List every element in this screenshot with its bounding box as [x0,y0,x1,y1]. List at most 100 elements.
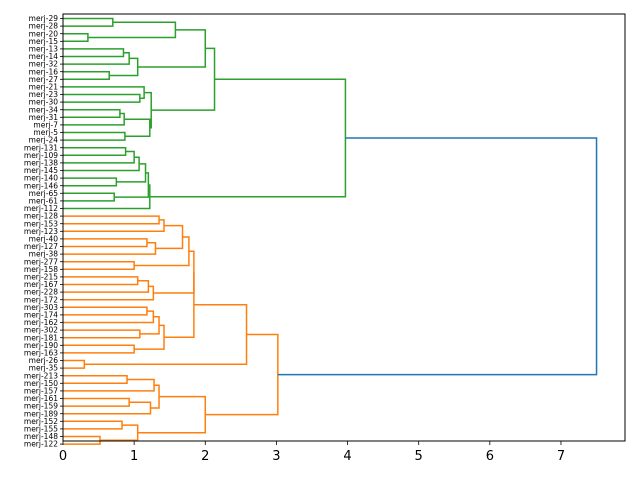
leaf-label: merj-213 [24,371,58,380]
dendrogram-link [134,236,190,267]
leaf-label: merj-24 [29,136,59,145]
dendrogram-link [137,395,207,434]
leaf-label: merj-29 [29,14,59,23]
dendrogram-link [99,424,139,442]
x-tick-label: 7 [557,449,565,464]
leaf-label: merj-35 [29,364,59,373]
leaf-label: merj-127 [24,242,58,251]
dendrogram-link [63,329,141,339]
leaf-label: merj-215 [24,273,58,282]
dendrogram-link [63,285,155,301]
leaf-label: merj-153 [24,219,58,228]
dendrogram-links [63,17,598,445]
dendrogram-link [63,70,110,81]
leaf-label: merj-40 [29,235,59,244]
x-tick-label: 6 [486,449,494,464]
dendrogram-link [63,344,135,354]
leaf-label: merj-228 [24,288,58,297]
dendrogram-link [63,215,160,225]
dendrogram-link [63,156,140,172]
leaf-label: merj-145 [24,166,58,175]
dendrogram-link [63,93,141,103]
leaf-label: merj-16 [29,67,59,76]
leaf-label: merj-148 [24,432,58,441]
leaf-label: merj-157 [24,387,58,396]
dendrogram-link [63,374,128,385]
dendrogram-link [205,333,279,416]
leaf-label: merj-123 [24,227,58,236]
leaf-label: merj-32 [29,60,59,69]
x-tick-label: 1 [130,449,138,464]
leaf-label: merj-303 [24,303,58,312]
leaf-label: merj-163 [24,349,58,358]
dendrogram-link [63,177,118,187]
x-axis-ticks: 0 1 2 3 4 5 6 7 [59,441,565,464]
x-tick-label: 2 [201,449,209,464]
plot-frame [62,13,626,442]
leaf-label: merj-14 [29,52,59,61]
leaf-label: merj-189 [24,409,58,418]
x-tick-label: 5 [415,449,423,464]
leaf-label: merj-27 [29,75,59,84]
leaf-label: merj-122 [24,440,58,449]
x-tick-label: 4 [343,449,351,464]
x-tick-label: 3 [272,449,280,464]
dendrogram-link [63,420,123,430]
leaf-label: merj-109 [24,151,58,160]
leaf-label: merj-61 [29,197,59,206]
dendrogram-link [114,172,150,198]
dendrogram-link [63,401,152,415]
leaf-label: merj-112 [24,204,58,213]
dendrogram-link [109,57,139,77]
dendrogram-link [63,310,155,324]
leaf-label: merj-155 [24,425,58,434]
leaf-label: merj-21 [29,83,59,92]
leaf-label: merj-302 [24,326,58,335]
dendrogram-link [63,51,130,65]
dendrogram-link [63,378,155,392]
leaf-label: merj-172 [24,295,58,304]
leaf-label: merj-31 [29,113,59,122]
leaf-label: merj-38 [29,250,59,259]
dendrogram-link [63,108,121,119]
leaf-label: merj-277 [24,257,58,266]
leaf-label: merj-128 [24,212,58,221]
leaf-label: merj-15 [29,37,59,46]
leaf-label: merj-13 [29,45,59,54]
dendrogram-link [63,150,135,164]
dendrogram-link [63,306,148,316]
dendrogram-link [155,224,184,250]
dendrogram-link [153,250,195,294]
leaf-label: merj-167 [24,280,58,289]
dendrogram-link [63,131,126,141]
leaf-label: merj-158 [24,265,58,274]
dendrogram-link [63,241,157,255]
dendrogram-link [87,21,177,39]
leaf-label: merj-7 [33,121,58,130]
dendrogram-link [63,112,125,126]
dendrogram-link [63,17,114,27]
leaf-label: merj-181 [24,333,58,342]
leaf-label: merj-162 [24,318,58,327]
dendrogram-link [63,397,130,407]
leaf-label: merj-65 [29,189,59,198]
dendrogram-link [63,86,145,100]
leaf-label: merj-159 [24,402,58,411]
leaf-label: merj-26 [29,356,59,365]
dendrogram-link [63,276,139,286]
dendrogram-link [149,78,347,198]
leaf-label: merj-152 [24,417,58,426]
dendrogram-link [63,48,125,58]
leaf-label: merj-30 [29,98,59,107]
dendrogram-link [63,359,86,369]
leaf-label: merj-140 [24,174,58,183]
dendrogram-link [63,192,115,202]
leaf-label: merj-5 [33,128,58,137]
dendrogram-link [63,32,89,43]
dendrogram-link [277,137,598,376]
leaf-labels: merj-29merj-28merj-20merj-15merj-13merj-… [24,14,63,449]
leaf-label: merj-146 [24,181,58,190]
leaf-label: merj-131 [24,143,58,152]
dendrogram-link [139,316,160,335]
